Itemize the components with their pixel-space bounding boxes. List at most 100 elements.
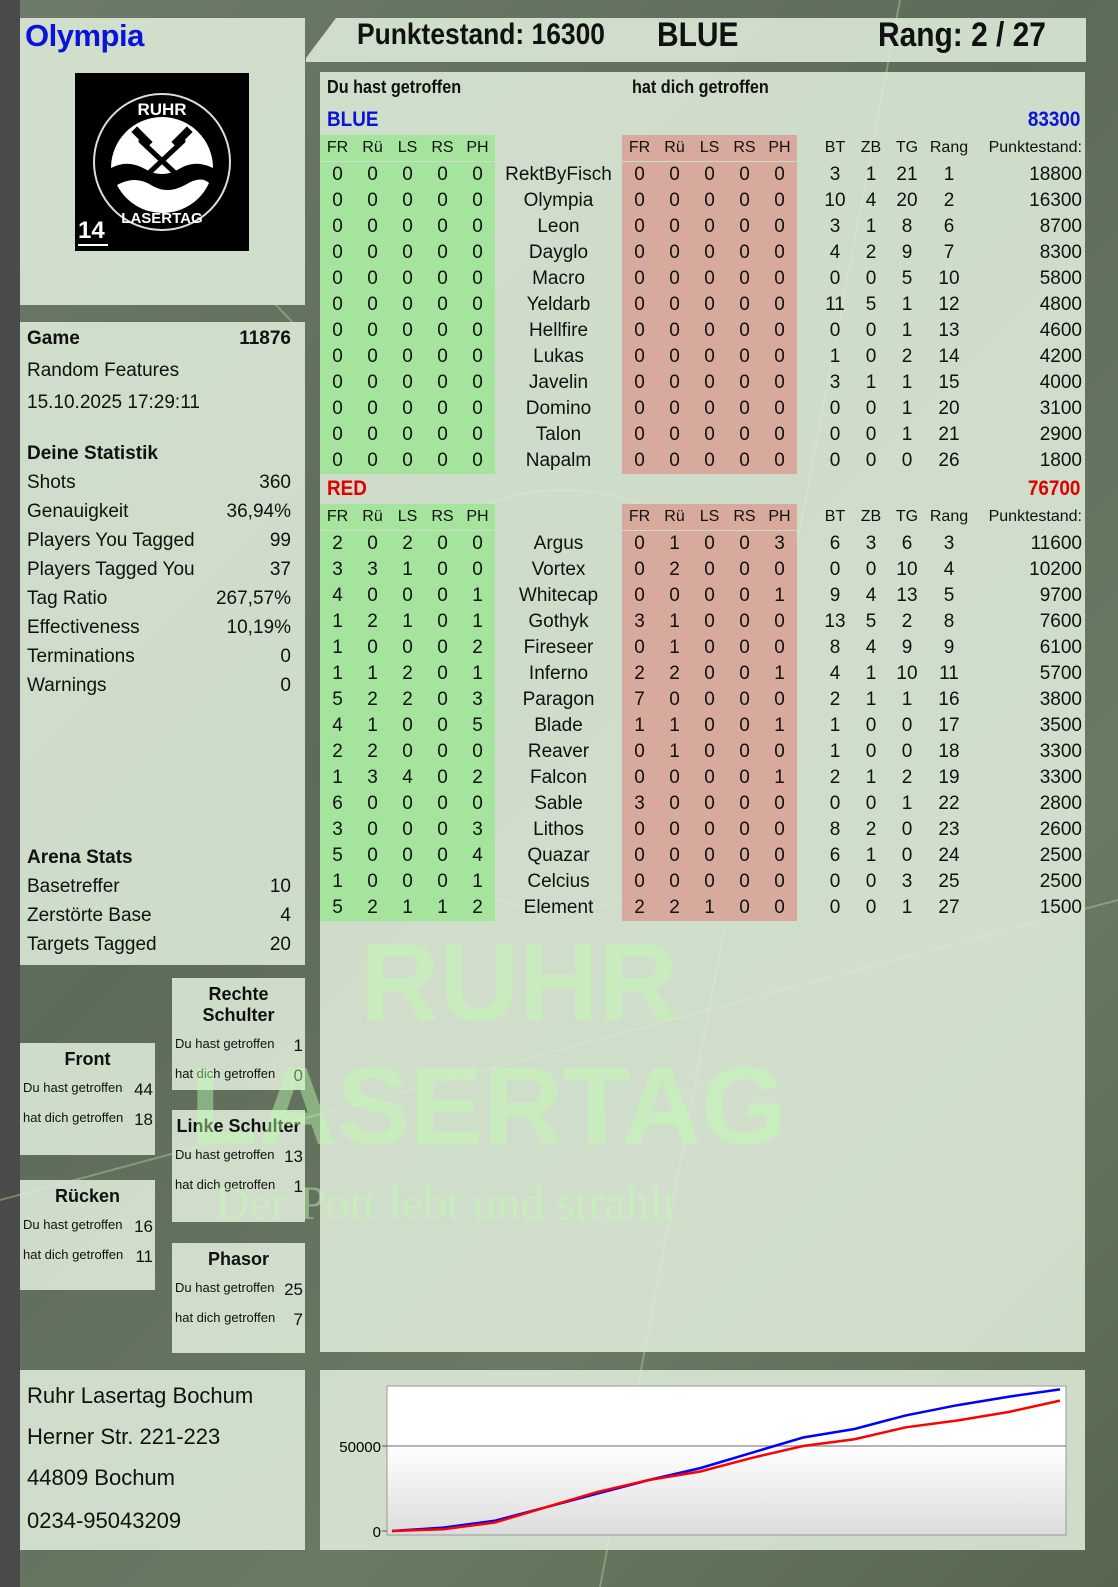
got-cell: 0 (727, 895, 762, 921)
stat-cell: 0 (829, 320, 841, 341)
table-row: 3 3 1 0 0 Vortex 0 2 0 0 0 0 0 10 4 10200 (320, 557, 1082, 583)
col-header-stat: TG (895, 139, 919, 156)
stat-cell: 2 (865, 819, 877, 840)
zone-box: Front Du hast getroffen 44 hat dich getroff… (20, 1043, 155, 1155)
got-cell: 0 (657, 162, 692, 188)
stat-cell: 1 (901, 793, 913, 814)
got-cell: 0 (762, 635, 797, 661)
spacer (797, 266, 817, 292)
spacer (797, 713, 817, 739)
got-cell: 0 (622, 344, 657, 370)
player-name: Argus (533, 533, 584, 554)
stat-cell: 1 (865, 845, 877, 866)
spacer (797, 843, 817, 869)
player-name: Blade (534, 715, 583, 736)
player-team: BLUE (657, 16, 739, 54)
got-cell: 0 (657, 791, 692, 817)
table-row: 0 0 0 0 0 Macro 0 0 0 0 0 0 0 5 10 5800 (320, 266, 1082, 292)
got-cell: 0 (692, 240, 727, 266)
zone-row-label: Du hast getroffen (23, 1080, 123, 1095)
stat-cell: 6100 (1039, 637, 1082, 658)
hit-cell: 0 (320, 344, 355, 370)
hit-cell: 0 (390, 266, 425, 292)
stat-cell: 3 (865, 533, 877, 554)
got-cell: 0 (657, 817, 692, 843)
zone-row: hat dich getroffen 18 (20, 1110, 155, 1130)
hit-cell: 3 (355, 765, 390, 791)
hit-cell: 5 (460, 713, 495, 739)
spacer (797, 739, 817, 765)
got-cell: 0 (727, 240, 762, 266)
got-cell: 0 (622, 214, 657, 240)
stat-cell: 16 (938, 689, 960, 710)
col-header-hit: RS (425, 135, 460, 161)
got-cell: 0 (762, 396, 797, 422)
got-cell: 0 (692, 609, 727, 635)
hit-cell: 0 (355, 531, 390, 557)
zone-row-label: hat dich getroffen (23, 1247, 124, 1262)
stat-row: Genauigkeit 36,94% (27, 501, 291, 523)
table-row: 0 0 0 0 0 Olympia 0 0 0 0 0 10 4 20 2 16300 (320, 188, 1082, 214)
hit-cell: 0 (390, 739, 425, 765)
got-cell: 0 (657, 869, 692, 895)
got-cell: 0 (727, 162, 762, 188)
col-header-stat: Rang (929, 139, 969, 156)
hit-cell: 0 (355, 266, 390, 292)
got-cell: 0 (622, 240, 657, 266)
stat-cell: 1 (865, 216, 877, 237)
stat-cell: 10200 (1029, 559, 1082, 580)
stat-row: Warnings 0 (27, 675, 291, 697)
hit-cell: 2 (460, 635, 495, 661)
zone-row-label: Du hast getroffen (175, 1280, 275, 1295)
stat-row: Targets Tagged 20 (27, 934, 291, 956)
stat-cell: 1 (829, 715, 841, 736)
col-header-got: LS (692, 135, 727, 161)
spacer (797, 661, 817, 687)
hit-cell: 0 (355, 292, 390, 318)
y-tick-label: 50000 (339, 1439, 381, 1456)
got-cell: 0 (762, 240, 797, 266)
got-cell: 2 (657, 557, 692, 583)
col-header-name (495, 135, 622, 161)
got-cell: 0 (727, 765, 762, 791)
hit-cell: 0 (390, 791, 425, 817)
stat-cell: 11 (939, 663, 959, 684)
hit-cell: 0 (390, 292, 425, 318)
stat-cell: 2 (943, 190, 955, 211)
hit-cell: 0 (390, 843, 425, 869)
col-header-stat: ZB (860, 508, 882, 525)
got-cell: 0 (692, 214, 727, 240)
got-cell: 0 (657, 422, 692, 448)
got-cell: 0 (727, 635, 762, 661)
zone-row: hat dich getroffen 7 (172, 1310, 305, 1330)
got-cell: 0 (727, 661, 762, 687)
stat-cell: 0 (901, 741, 913, 762)
table-row: 1 2 1 0 1 Gothyk 3 1 0 0 0 13 5 2 8 7600 (320, 609, 1082, 635)
hit-cell: 0 (390, 635, 425, 661)
got-cell: 0 (762, 791, 797, 817)
spacer (797, 214, 817, 240)
got-cell: 0 (657, 240, 692, 266)
hit-cell: 1 (355, 661, 390, 687)
hit-cell: 0 (320, 214, 355, 240)
hit-cell: 2 (460, 895, 495, 921)
hit-cell: 2 (320, 739, 355, 765)
stat-cell: 11600 (1030, 533, 1082, 554)
got-cell: 0 (692, 422, 727, 448)
zone-row-value: 13 (284, 1147, 303, 1166)
got-cell: 0 (692, 739, 727, 765)
spacer (797, 396, 817, 422)
zone-row-value: 44 (134, 1080, 153, 1099)
stat-cell: 8 (829, 819, 841, 840)
team-name: BLUE (327, 108, 379, 131)
spacer (797, 370, 817, 396)
table-row: 4 1 0 0 5 Blade 1 1 0 0 1 1 0 0 17 3500 (320, 713, 1082, 739)
hit-cell: 0 (355, 188, 390, 214)
got-cell: 0 (622, 396, 657, 422)
zone-row-value: 7 (293, 1310, 303, 1329)
hit-cell: 0 (425, 609, 460, 635)
got-cell: 3 (622, 609, 657, 635)
hit-cell: 1 (425, 895, 460, 921)
hit-cell: 0 (425, 635, 460, 661)
hit-cell: 2 (390, 661, 425, 687)
